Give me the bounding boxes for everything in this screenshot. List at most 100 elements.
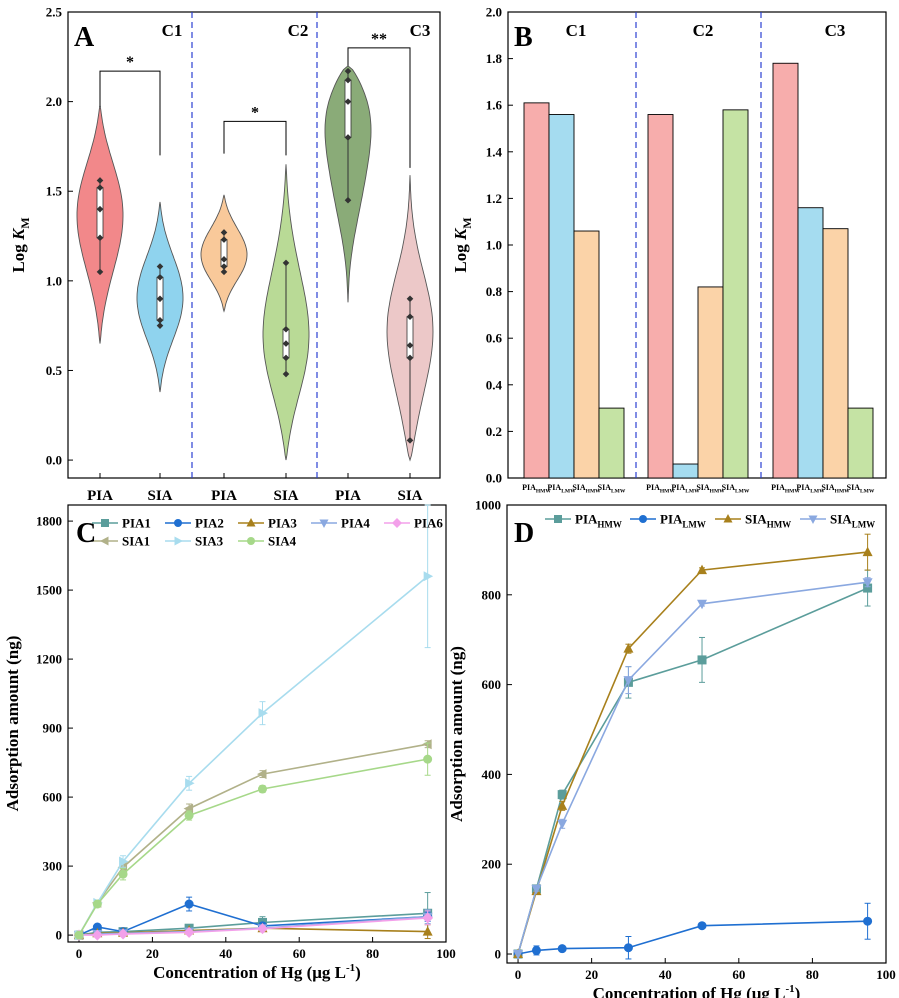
data-point — [392, 518, 402, 528]
y-tick-label: 200 — [482, 857, 502, 872]
bar — [647, 114, 674, 479]
significance-bracket — [223, 120, 287, 156]
y-tick-label: 1.0 — [46, 273, 62, 288]
data-point — [220, 229, 228, 236]
data-point — [246, 518, 256, 527]
data-point — [623, 943, 633, 953]
y-tick-label: 0 — [495, 947, 502, 962]
data-point — [174, 536, 183, 546]
data-point — [96, 177, 104, 184]
legend-label: PIA3 — [268, 516, 297, 531]
series-line — [78, 758, 428, 936]
bar — [548, 114, 575, 479]
data-point — [101, 519, 109, 527]
data-point — [406, 342, 414, 349]
data-point — [247, 537, 255, 545]
y-tick-label: 0.2 — [486, 424, 502, 439]
panel-d: 0 200 400 600 800 1000 0 20 40 60 80 100 PIAHMW PIALM… — [447, 498, 896, 998]
data-point — [423, 571, 434, 582]
y-tick-label: 0.6 — [486, 331, 503, 346]
series-line — [517, 581, 868, 955]
data-point — [723, 514, 733, 523]
box-iqr — [406, 316, 414, 359]
data-point — [156, 263, 164, 270]
data-point — [156, 273, 164, 281]
y-tick-label: 1500 — [36, 583, 62, 598]
data-point — [282, 340, 290, 347]
x-category-label: PIA — [87, 488, 113, 504]
bar — [523, 102, 550, 479]
data-point — [282, 370, 290, 378]
data-point — [258, 784, 268, 794]
data-point — [697, 564, 708, 575]
x-category-label: PIA — [211, 488, 237, 504]
y-tick-label: 2.0 — [46, 94, 62, 109]
data-point — [422, 739, 432, 750]
legend-label: SIA1 — [122, 534, 150, 549]
box-iqr — [96, 187, 104, 239]
x-category-label: SIA — [273, 488, 298, 504]
data-point — [344, 76, 352, 84]
x-category-label: PIAHMW — [771, 483, 800, 495]
y-tick-label: 2.5 — [46, 5, 63, 20]
y-tick-label: 0.5 — [46, 363, 63, 378]
x-tick-label: 40 — [659, 967, 672, 982]
data-point — [344, 67, 352, 75]
data-point — [862, 578, 873, 588]
data-point — [557, 944, 567, 954]
x-tick-label: 100 — [876, 967, 896, 982]
data-point — [422, 926, 433, 936]
y-tick-label: 1.4 — [486, 144, 503, 159]
data-point — [406, 437, 414, 444]
data-point — [406, 313, 414, 320]
y-tick-label: 0 — [56, 928, 63, 943]
panel-letter: A — [74, 22, 95, 53]
data-point — [406, 295, 414, 303]
data-point — [184, 811, 194, 820]
y-tick-label: 1.0 — [486, 238, 502, 253]
data-point — [531, 945, 541, 955]
bar — [598, 407, 625, 479]
legend-label: PIA6 — [414, 516, 443, 531]
y-axis-title: Adsorption amount (ng) — [3, 636, 22, 812]
group-label: C3 — [825, 21, 846, 40]
data-point — [156, 295, 164, 303]
y-tick-label: 1800 — [36, 514, 62, 529]
data-point — [697, 599, 708, 610]
x-tick-label: 60 — [293, 946, 306, 961]
y-axis-title: Log KM — [9, 217, 32, 272]
panel-c: 0 300 600 900 1200 1500 1800 0 20 40 60 80 100 PIA1 PI… — [3, 504, 456, 982]
significance-bracket — [347, 47, 411, 168]
data-point — [119, 856, 129, 867]
group-label: C1 — [162, 21, 183, 40]
panel-letter: D — [514, 518, 534, 549]
series-line — [78, 743, 428, 936]
plot-frame — [67, 504, 447, 943]
x-axis-title: Concentration of Hg (μg L-1) — [153, 962, 361, 982]
data-point — [639, 515, 647, 523]
y-tick-label: 2.0 — [486, 5, 502, 20]
data-point — [697, 921, 707, 931]
y-tick-label: 1.5 — [46, 184, 63, 199]
data-point — [344, 196, 352, 204]
series-line — [517, 587, 868, 955]
series-line — [78, 575, 429, 936]
data-point — [220, 256, 228, 263]
data-point — [174, 519, 182, 527]
x-tick-label: 80 — [366, 946, 379, 961]
y-tick-label: 1200 — [36, 652, 62, 667]
bar — [822, 228, 849, 479]
plot-frame — [506, 504, 887, 964]
y-tick-label: 1.2 — [486, 191, 502, 206]
y-tick-label: 0.0 — [486, 471, 502, 486]
bar — [847, 407, 874, 479]
y-axis-title: Adsorption amount (ng) — [447, 646, 466, 822]
data-point — [74, 930, 84, 940]
data-point — [96, 184, 104, 191]
data-point — [282, 259, 290, 267]
legend-label: SIALMW — [830, 512, 875, 530]
plot-frame — [67, 11, 441, 479]
x-category-label: SIALMW — [847, 483, 875, 495]
legend-label: PIA4 — [341, 516, 370, 531]
